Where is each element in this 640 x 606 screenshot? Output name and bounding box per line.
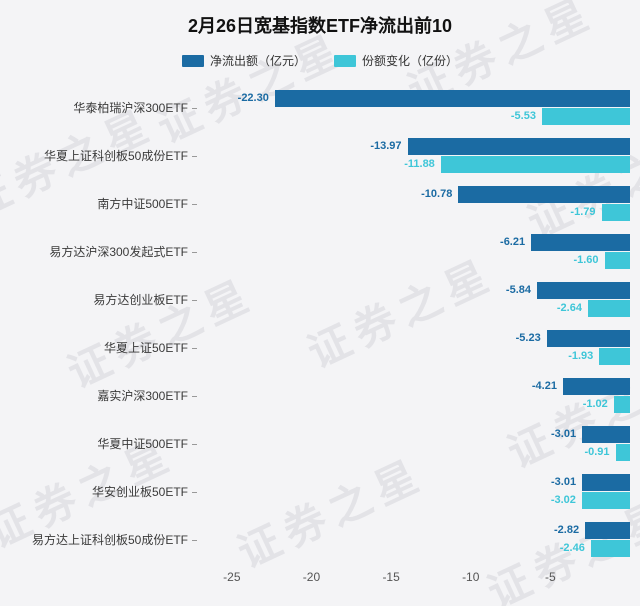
x-tick-label: -20 bbox=[302, 570, 321, 584]
y-axis-tick bbox=[192, 540, 197, 541]
share-change-value: -1.93 bbox=[568, 350, 594, 362]
category-label: 南方中证500ETF bbox=[97, 197, 188, 211]
x-axis: -25 -20 -15 -10 -5 bbox=[200, 570, 630, 588]
legend-label-share-change: 份额变化（亿份） bbox=[362, 54, 459, 68]
share-change-value: -3.02 bbox=[550, 494, 576, 506]
share-change-bar bbox=[590, 540, 630, 557]
netflow-value: -5.84 bbox=[505, 284, 531, 296]
share-change-value: -2.46 bbox=[559, 542, 585, 554]
share-change-value: -2.64 bbox=[556, 302, 582, 314]
share-change-value: -1.79 bbox=[570, 206, 596, 218]
share-change-value: -5.53 bbox=[510, 110, 536, 122]
row-plot: -22.30 -5.53 bbox=[200, 84, 630, 132]
share-change-bar bbox=[581, 492, 630, 509]
netflow-value: -10.78 bbox=[421, 188, 453, 200]
x-tick-label: -10 bbox=[462, 570, 480, 584]
y-axis-tick bbox=[192, 348, 197, 349]
x-tick-label: -25 bbox=[223, 570, 241, 584]
row-plot: -5.23 -1.93 bbox=[200, 324, 630, 372]
netflow-value: -4.21 bbox=[531, 380, 557, 392]
row-plot: -5.84 -2.64 bbox=[200, 276, 630, 324]
netflow-value: -6.21 bbox=[500, 236, 526, 248]
netflow-bar bbox=[531, 234, 630, 251]
row-plot: -6.21 -1.60 bbox=[200, 228, 630, 276]
netflow-value: -13.97 bbox=[370, 140, 402, 152]
y-axis-tick bbox=[192, 108, 197, 109]
share-change-bar bbox=[599, 348, 630, 365]
category-label: 易方达上证科创板50成份ETF bbox=[31, 533, 188, 547]
legend-swatch-share-change bbox=[334, 54, 356, 67]
row-plot: -13.97 -11.88 bbox=[200, 132, 630, 180]
legend-swatch-netflow bbox=[181, 54, 204, 67]
share-change-bar bbox=[601, 204, 630, 221]
legend-item-netflow[interactable]: 净流出额（亿元） bbox=[181, 52, 306, 69]
category-label: 华安创业板50ETF bbox=[91, 485, 188, 499]
netflow-value: -5.23 bbox=[515, 332, 541, 344]
netflow-bar bbox=[458, 186, 630, 203]
share-change-value: -1.60 bbox=[573, 254, 599, 266]
x-tick-label: -5 bbox=[545, 570, 556, 584]
netflow-value: -22.30 bbox=[237, 92, 269, 104]
x-tick-label: -15 bbox=[382, 570, 400, 584]
chart-row: 华夏中证500ETF -3.01 -0.91 bbox=[0, 420, 630, 468]
plot-area: 华泰柏瑞沪深300ETF -22.30 -5.53 华夏上证科创板50成份ETF -13… bbox=[0, 84, 630, 564]
chart-row: 嘉实沪深300ETF -4.21 -1.02 bbox=[0, 372, 630, 420]
share-change-value: -0.91 bbox=[584, 446, 610, 458]
netflow-value: -2.82 bbox=[554, 524, 580, 536]
share-change-value: -1.02 bbox=[582, 398, 608, 410]
share-change-bar bbox=[440, 156, 630, 173]
y-axis-tick bbox=[192, 156, 197, 157]
chart-row: 华泰柏瑞沪深300ETF -22.30 -5.53 bbox=[0, 84, 630, 132]
row-plot: -2.82 -2.46 bbox=[200, 516, 630, 564]
netflow-bar bbox=[546, 330, 630, 347]
chart-row: 南方中证500ETF -10.78 -1.79 bbox=[0, 180, 630, 228]
y-axis-tick bbox=[192, 396, 197, 397]
share-change-bar bbox=[587, 300, 630, 317]
y-axis-tick bbox=[192, 492, 197, 493]
y-axis-tick bbox=[192, 300, 197, 301]
row-plot: -3.01 -3.02 bbox=[200, 468, 630, 516]
category-label: 华夏上证科创板50成份ETF bbox=[43, 149, 188, 163]
row-plot: -10.78 -1.79 bbox=[200, 180, 630, 228]
share-change-bar bbox=[615, 444, 630, 461]
netflow-bar bbox=[274, 90, 630, 107]
netflow-bar bbox=[582, 474, 630, 491]
legend-item-share-change[interactable]: 份额变化（亿份） bbox=[334, 52, 458, 69]
chart-title: 2月26日宽基指数ETF净流出前10 bbox=[187, 16, 453, 36]
y-axis-tick bbox=[192, 204, 197, 205]
netflow-bar bbox=[537, 282, 630, 299]
chart-row: 华夏上证50ETF -5.23 -1.93 bbox=[0, 324, 630, 372]
y-axis-tick bbox=[192, 252, 197, 253]
chart-row: 易方达上证科创板50成份ETF -2.82 -2.46 bbox=[0, 516, 630, 564]
category-label: 易方达创业板ETF bbox=[93, 293, 188, 307]
netflow-bar bbox=[407, 138, 630, 155]
share-change-bar bbox=[613, 396, 630, 413]
share-change-bar bbox=[604, 252, 630, 269]
category-label: 华夏上证50ETF bbox=[103, 341, 188, 355]
legend-label-netflow: 净流出额（亿元） bbox=[209, 54, 306, 68]
share-change-bar bbox=[541, 108, 630, 125]
netflow-bar bbox=[562, 378, 630, 395]
chart-row: 华安创业板50ETF -3.01 -3.02 bbox=[0, 468, 630, 516]
category-label: 嘉实沪深300ETF bbox=[97, 389, 188, 403]
y-axis-tick bbox=[192, 444, 197, 445]
legend: 净流出额（亿元） 份额变化（亿份） bbox=[0, 52, 640, 69]
category-label: 华夏中证500ETF bbox=[97, 437, 188, 451]
netflow-bar bbox=[585, 522, 630, 539]
category-label: 易方达沪深300发起式ETF bbox=[49, 245, 188, 259]
chart-row: 易方达创业板ETF -5.84 -2.64 bbox=[0, 276, 630, 324]
netflow-bar bbox=[582, 426, 630, 443]
row-plot: -3.01 -0.91 bbox=[200, 420, 630, 468]
share-change-value: -11.88 bbox=[404, 158, 435, 170]
netflow-value: -3.01 bbox=[551, 428, 577, 440]
category-label: 华泰柏瑞沪深300ETF bbox=[73, 101, 188, 115]
chart-row: 易方达沪深300发起式ETF -6.21 -1.60 bbox=[0, 228, 630, 276]
chart-row: 华夏上证科创板50成份ETF -13.97 -11.88 bbox=[0, 132, 630, 180]
row-plot: -4.21 -1.02 bbox=[200, 372, 630, 420]
netflow-value: -3.01 bbox=[551, 476, 577, 488]
